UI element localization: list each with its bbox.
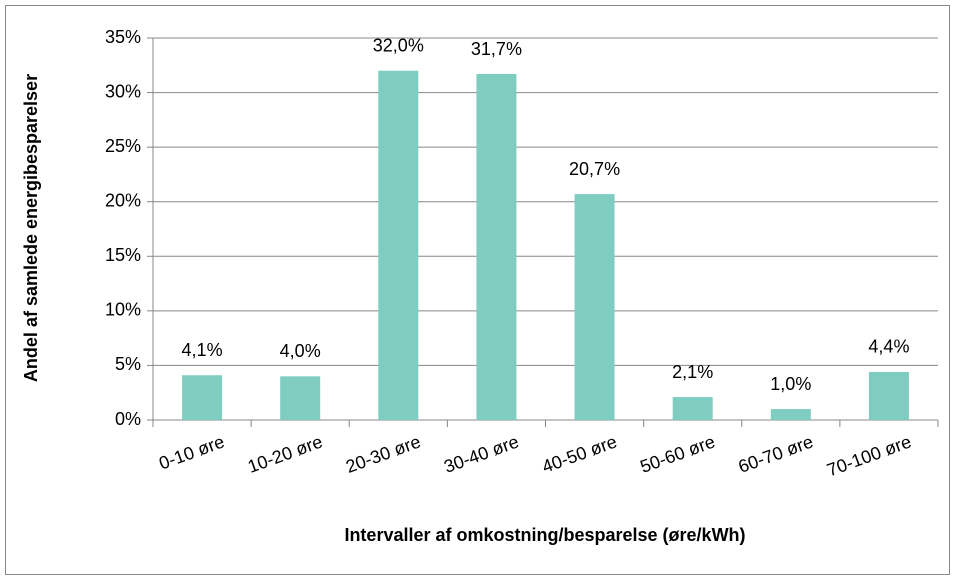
y-tick-label: 35% [105,27,141,47]
data-label: 4,1% [182,340,223,360]
y-tick-label: 30% [105,81,141,101]
bar [280,376,321,420]
x-axis-title: Intervaller af omkostning/besparelse (ør… [344,525,745,545]
data-label: 2,1% [672,362,713,382]
bar [574,194,615,420]
data-label: 1,0% [770,374,811,394]
data-label: 20,7% [569,159,620,179]
bar [182,375,223,420]
y-tick-label: 0% [115,409,141,429]
y-tick-label: 25% [105,136,141,156]
y-tick-label: 15% [105,245,141,265]
bar [770,409,811,420]
y-tick-label: 20% [105,190,141,210]
data-label: 32,0% [373,35,424,55]
data-label: 4,0% [280,341,321,361]
bar [672,397,713,420]
bar [868,371,909,420]
bar [378,70,419,420]
y-tick-label: 10% [105,300,141,320]
y-tick-label: 5% [115,354,141,374]
data-label: 31,7% [471,39,522,59]
bar [476,74,517,420]
data-label: 4,4% [868,337,909,357]
y-axis-title: Andel af samlede energibesparelser [21,74,41,382]
